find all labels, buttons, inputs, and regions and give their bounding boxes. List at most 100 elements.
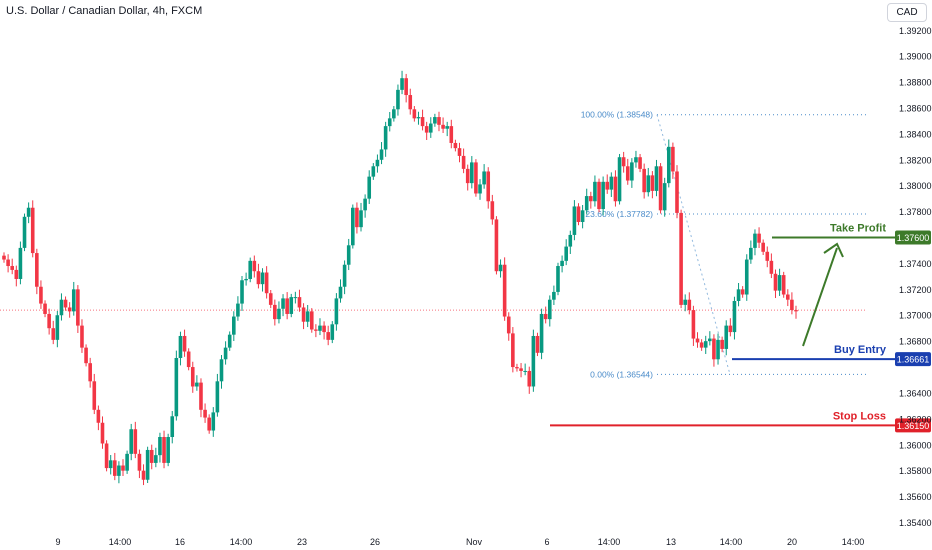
candle <box>691 305 696 346</box>
candle <box>305 305 310 328</box>
y-tick-label: 1.36000 <box>899 440 932 450</box>
candle <box>248 257 253 283</box>
candle-body <box>408 95 413 110</box>
candle-body <box>654 166 659 191</box>
candle <box>117 461 121 484</box>
candle <box>375 154 380 173</box>
y-tick-label: 1.35600 <box>899 492 932 502</box>
candle-body <box>511 333 515 368</box>
candle-body <box>330 324 335 340</box>
candle-body <box>227 334 232 348</box>
candle <box>671 142 675 179</box>
candle-body <box>765 251 770 261</box>
candle <box>186 348 191 371</box>
candle <box>621 151 626 173</box>
candle <box>424 121 429 140</box>
candle <box>59 293 64 321</box>
candle <box>334 293 339 331</box>
candle-body <box>617 157 622 202</box>
candle-body <box>14 269 19 279</box>
candle-body <box>527 370 532 387</box>
candle-body <box>642 168 646 193</box>
candle <box>728 318 733 337</box>
y-tick-label: 1.37400 <box>899 259 932 269</box>
candle-body <box>412 109 417 119</box>
candle <box>642 163 646 199</box>
candle-body <box>744 259 749 295</box>
x-tick-label: 16 <box>175 537 185 547</box>
candle-body <box>794 310 798 312</box>
candle <box>22 213 27 252</box>
candle <box>18 241 23 285</box>
candle-body <box>465 168 470 184</box>
candle <box>662 177 667 217</box>
candle <box>318 318 322 336</box>
candle <box>199 378 203 418</box>
candle <box>708 331 712 346</box>
candle <box>314 324 318 338</box>
candle <box>445 121 449 137</box>
candle-body <box>490 201 495 220</box>
candle-body <box>166 437 170 463</box>
candle <box>740 286 745 298</box>
candle-body <box>478 184 482 194</box>
candle <box>547 295 552 327</box>
candle <box>773 269 778 299</box>
candle-body <box>223 347 228 360</box>
fib-0-label: 0.00% (1.36544) <box>590 369 653 379</box>
candle-body <box>322 325 326 333</box>
candle-body <box>683 299 688 305</box>
candle <box>129 423 134 461</box>
candle <box>256 263 261 289</box>
candle-body <box>338 286 343 299</box>
candle <box>695 332 700 348</box>
candle <box>371 163 376 180</box>
candle-body <box>76 289 80 326</box>
candle-body <box>367 176 372 199</box>
candle <box>630 158 634 188</box>
candle <box>240 275 244 311</box>
candle-body <box>104 443 109 469</box>
candle <box>63 296 68 311</box>
candle-body <box>486 171 491 202</box>
candle-body <box>404 78 408 96</box>
candle-body <box>383 126 388 150</box>
candle-body <box>662 183 667 211</box>
candle <box>457 142 462 163</box>
y-tick-label: 1.37200 <box>899 285 932 295</box>
x-tick-label: 14:00 <box>230 537 253 547</box>
candle <box>301 303 306 330</box>
candle-body <box>359 210 363 228</box>
candle <box>232 311 236 342</box>
candle-body <box>699 342 704 348</box>
take-profit-price-tag <box>895 230 931 245</box>
axis-layer: 1.39200 1.39000 1.38800 1.38600 1.38400 1.382… <box>55 26 931 547</box>
candle-body <box>400 78 404 90</box>
currency-button[interactable]: CAD <box>887 3 927 22</box>
candle <box>88 357 92 388</box>
candle <box>580 205 585 229</box>
candle-body <box>757 233 761 243</box>
candle <box>281 294 285 317</box>
candle <box>420 109 425 131</box>
candle-body <box>133 429 138 454</box>
x-tick-label: 6 <box>544 537 549 547</box>
candle <box>437 111 441 132</box>
candle <box>277 301 281 324</box>
candle-body <box>264 272 269 294</box>
candle <box>182 329 187 357</box>
candle-body <box>67 307 72 312</box>
candle <box>96 405 101 431</box>
candle <box>363 194 367 218</box>
candle <box>145 446 150 483</box>
candle-body <box>457 148 462 156</box>
y-tick-label: 1.35800 <box>899 466 932 476</box>
candle-body <box>129 429 134 454</box>
y-tick-label: 1.36200 <box>899 414 932 424</box>
y-tick-label: 1.38600 <box>899 103 932 113</box>
candle <box>613 170 618 207</box>
candle <box>166 433 170 467</box>
candle-body <box>671 146 675 172</box>
candle-body <box>293 297 298 299</box>
